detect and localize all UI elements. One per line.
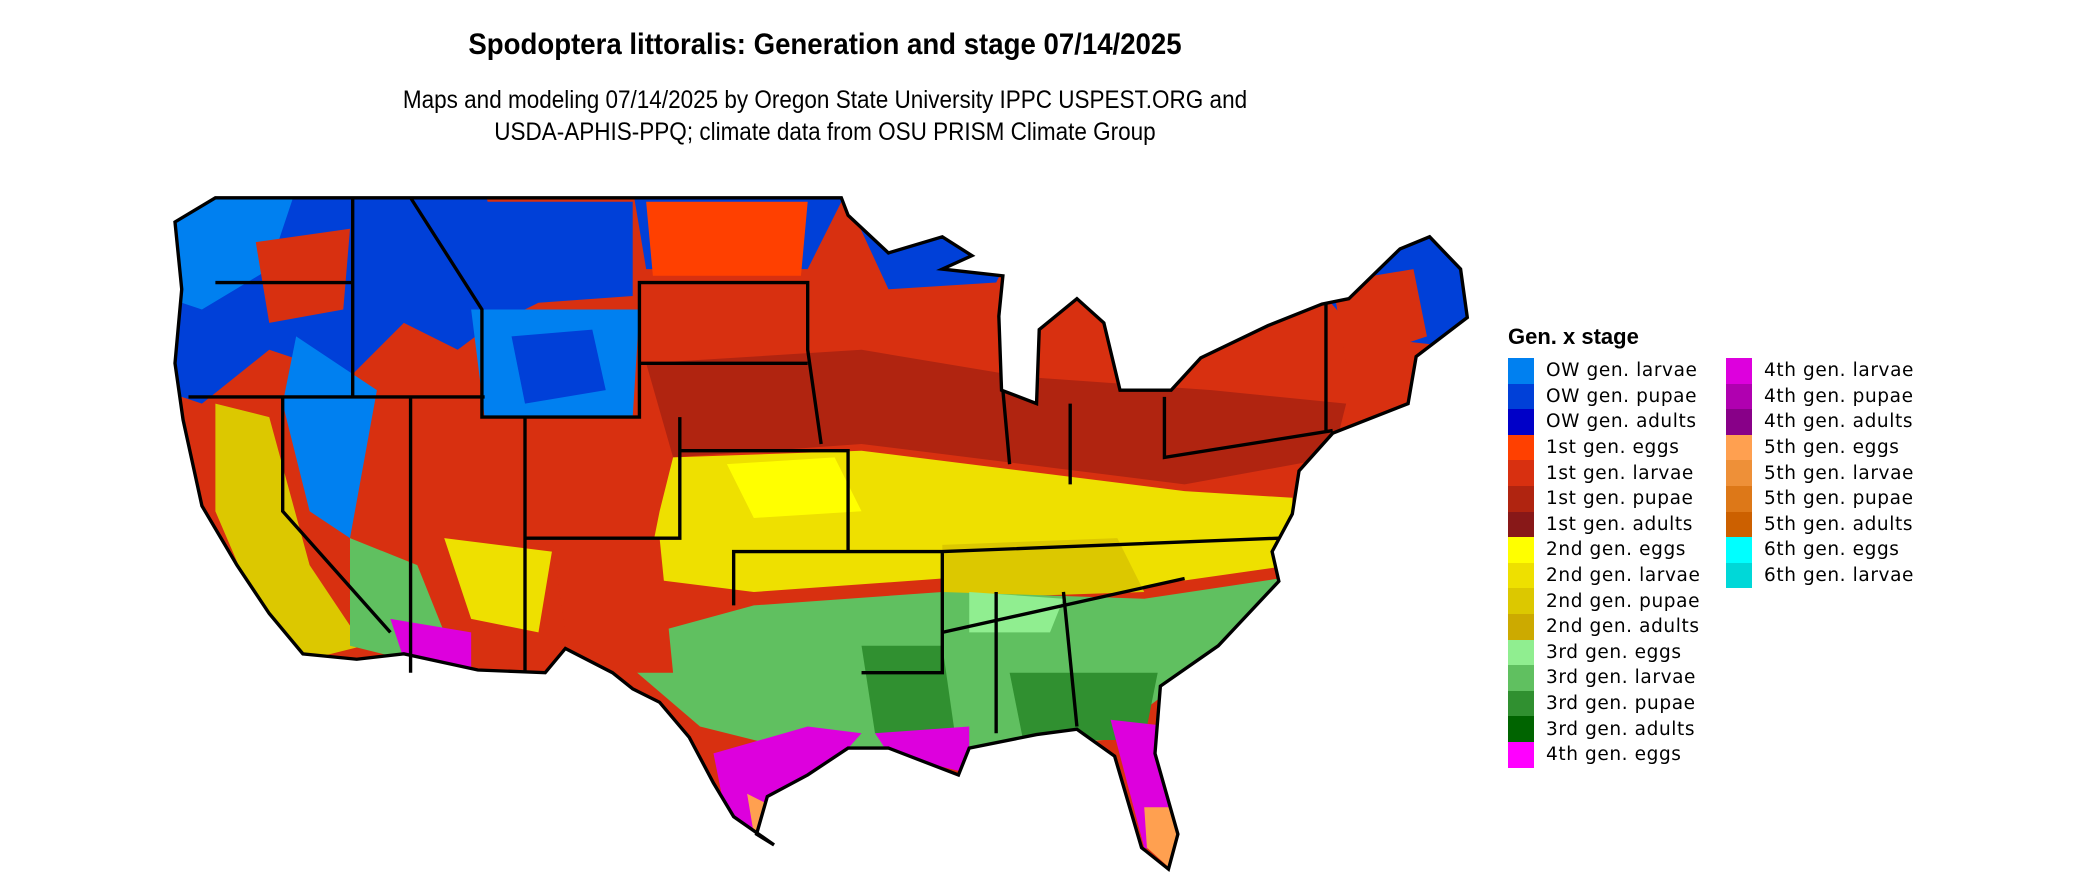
legend-label: 3rd gen. adults bbox=[1546, 718, 1696, 740]
legend-swatch bbox=[1508, 409, 1534, 435]
legend-item: 5th gen. eggs bbox=[1726, 434, 1900, 461]
subtitle-line-1: Maps and modeling 07/14/2025 by Oregon S… bbox=[402, 86, 1248, 114]
legend-item: 2nd gen. eggs bbox=[1508, 537, 1686, 563]
legend-item: 4th gen. pupae bbox=[1726, 383, 1914, 410]
legend-label: OW gen. pupae bbox=[1546, 385, 1698, 407]
legend-label: 6th gen. eggs bbox=[1764, 539, 1900, 561]
legend-label: OW gen. adults bbox=[1546, 411, 1697, 433]
legend-swatch bbox=[1508, 716, 1534, 742]
legend-swatch bbox=[1508, 434, 1534, 461]
legend-label: 1st gen. pupae bbox=[1546, 488, 1694, 510]
legend-item: 6th gen. larvae bbox=[1726, 562, 1914, 589]
legend-item: 1st gen. eggs bbox=[1508, 434, 1680, 461]
legend-item: 6th gen. eggs bbox=[1726, 537, 1900, 563]
legend-item: 1st gen. larvae bbox=[1508, 460, 1694, 486]
legend-label: 4th gen. pupae bbox=[1764, 385, 1914, 407]
legend-swatch bbox=[1508, 690, 1534, 717]
legend-swatch bbox=[1508, 639, 1534, 666]
legend-swatch bbox=[1726, 562, 1752, 589]
legend-label: 4th gen. larvae bbox=[1764, 360, 1914, 382]
map-title: Spodoptera littoralis: Generation and st… bbox=[468, 28, 1182, 61]
legend-label: 3rd gen. eggs bbox=[1546, 641, 1682, 663]
legend-item: 3rd gen. adults bbox=[1508, 716, 1695, 742]
legend-item: 5th gen. adults bbox=[1726, 511, 1914, 538]
legend-swatch bbox=[1726, 434, 1752, 461]
legend-swatch bbox=[1508, 537, 1534, 563]
legend-label: 4th gen. eggs bbox=[1546, 744, 1682, 766]
legend-item: 3rd gen. eggs bbox=[1508, 639, 1682, 666]
legend-item: 2nd gen. larvae bbox=[1508, 562, 1701, 589]
legend-swatch bbox=[1508, 486, 1534, 512]
legend-label: 1st gen. larvae bbox=[1546, 462, 1694, 484]
legend-title: Gen. x stage bbox=[1508, 324, 1639, 349]
legend-swatch bbox=[1508, 511, 1534, 538]
legend-swatch bbox=[1726, 486, 1752, 512]
legend-item: OW gen. adults bbox=[1508, 409, 1697, 435]
legend-label: 5th gen. pupae bbox=[1764, 488, 1914, 510]
legend-label: OW gen. larvae bbox=[1546, 360, 1698, 382]
legend-item: 3rd gen. larvae bbox=[1508, 665, 1696, 691]
legend-swatch bbox=[1726, 358, 1752, 384]
legend-item: 1st gen. pupae bbox=[1508, 486, 1693, 512]
legend-swatch bbox=[1508, 562, 1534, 589]
legend-label: 4th gen. adults bbox=[1764, 411, 1914, 433]
legend-label: 6th gen. larvae bbox=[1764, 565, 1914, 587]
legend-item: 4th gen. larvae bbox=[1726, 358, 1914, 384]
legend-item: 5th gen. larvae bbox=[1726, 460, 1914, 486]
legend-swatch bbox=[1726, 511, 1752, 538]
legend-swatch bbox=[1508, 460, 1534, 486]
legend-swatch bbox=[1508, 588, 1534, 614]
legend-swatch bbox=[1508, 358, 1534, 384]
legend-swatch bbox=[1508, 383, 1534, 410]
legend-swatch bbox=[1726, 383, 1752, 410]
legend-swatch bbox=[1726, 409, 1752, 435]
legend-swatch bbox=[1726, 537, 1752, 563]
legend-label: 1st gen. eggs bbox=[1546, 437, 1680, 459]
legend-label: 3rd gen. larvae bbox=[1546, 667, 1697, 689]
legend-swatch bbox=[1508, 665, 1534, 691]
legend-item: OW gen. pupae bbox=[1508, 383, 1698, 410]
legend-item: OW gen. larvae bbox=[1508, 358, 1698, 384]
legend-item: 1st gen. adults bbox=[1508, 511, 1693, 538]
legend-label: 2nd gen. adults bbox=[1546, 616, 1700, 638]
legend-label: 3rd gen. pupae bbox=[1546, 693, 1696, 715]
legend-item: 4th gen. eggs bbox=[1508, 742, 1682, 768]
state-borders bbox=[173, 196, 1469, 871]
legend-swatch bbox=[1508, 614, 1534, 640]
legend-label: 2nd gen. eggs bbox=[1546, 539, 1687, 561]
legend-item: 4th gen. adults bbox=[1726, 409, 1913, 435]
legend-label: 2nd gen. larvae bbox=[1546, 565, 1701, 587]
legend-label: 5th gen. adults bbox=[1764, 513, 1914, 535]
legend-label: 5th gen. eggs bbox=[1764, 437, 1900, 459]
subtitle-line-2: USDA-APHIS-PPQ; climate data from OSU PR… bbox=[494, 118, 1156, 146]
legend-swatch bbox=[1508, 742, 1534, 768]
legend-item: 2nd gen. pupae bbox=[1508, 588, 1700, 614]
legend-label: 2nd gen. pupae bbox=[1546, 590, 1701, 612]
legend-item: 5th gen. pupae bbox=[1726, 486, 1914, 512]
legend-label: 5th gen. larvae bbox=[1764, 462, 1914, 484]
legend-swatch bbox=[1726, 460, 1752, 486]
legend-item: 2nd gen. adults bbox=[1508, 614, 1700, 640]
legend-item: 3rd gen. pupae bbox=[1508, 690, 1696, 717]
legend-label: 1st gen. adults bbox=[1546, 513, 1693, 535]
